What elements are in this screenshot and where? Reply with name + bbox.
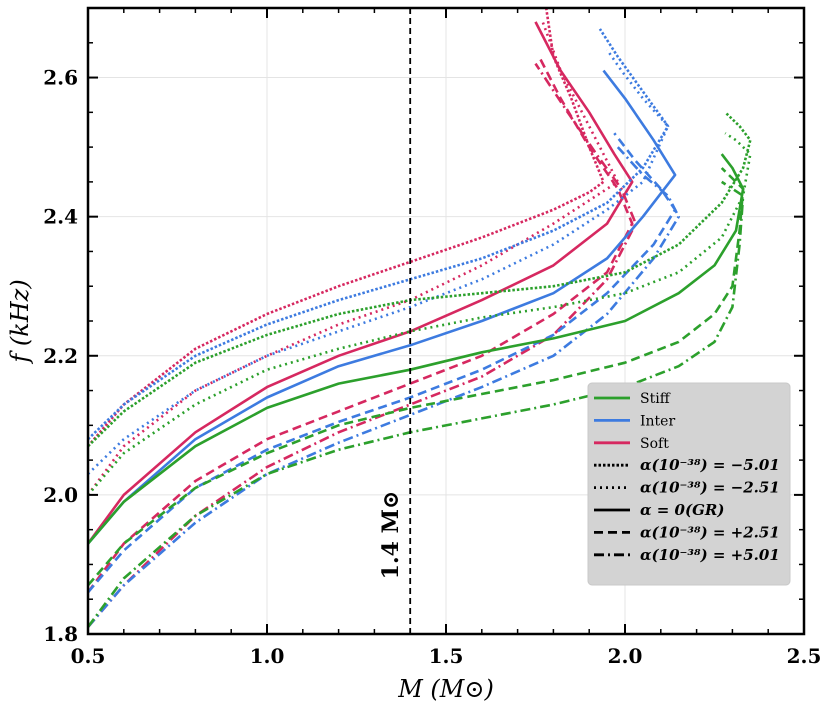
reference-line-label: 1.4 M⊙ xyxy=(378,491,404,580)
legend-box xyxy=(587,382,791,586)
legend-label-inter: Inter xyxy=(640,413,675,429)
x-tick-label: 1.0 xyxy=(250,644,285,668)
legend-label-stiff: Stiff xyxy=(640,391,671,407)
series-soft-alpha-0 xyxy=(88,21,634,545)
series-soft-alpha-m2_51 xyxy=(88,21,620,496)
series-inter-alpha-m5_01 xyxy=(88,28,670,441)
y-tick-label: 1.8 xyxy=(43,622,78,646)
series-soft-alpha-2_51 xyxy=(88,56,634,594)
series-soft-alpha-5_01 xyxy=(88,62,637,628)
legend-label-alpha: α(10⁻³⁸) = +5.01 xyxy=(640,546,780,564)
series-inter-alpha-0 xyxy=(88,69,677,545)
tick-labels: 0.5 1.0 1.5 2.0 2.5 1.8 2.0 2.2 2.4 2.6 xyxy=(43,66,821,668)
series-stiff-alpha-m5_01 xyxy=(88,111,752,448)
y-tick-label: 2.6 xyxy=(43,66,78,90)
series-group xyxy=(88,8,752,628)
legend-label-alpha: α(10⁻³⁸) = +2.51 xyxy=(640,523,780,541)
legend: Stiff Inter Soft α(10⁻³⁸) = −5.01 α(10⁻³⁸) =… xyxy=(587,382,791,586)
x-tick-label: 2.0 xyxy=(608,644,643,668)
axis-ticks xyxy=(87,7,805,635)
series-stiff-alpha-5_01 xyxy=(88,180,745,628)
legend-label-alpha: α(10⁻³⁸) = −5.01 xyxy=(640,456,780,474)
y-tick-label: 2.4 xyxy=(43,205,78,229)
legend-label-alpha: α(10⁻³⁸) = −2.51 xyxy=(640,479,780,497)
x-tick-label: 2.5 xyxy=(787,644,822,668)
x-axis-label: M (M⊙) xyxy=(397,675,494,703)
x-tick-label: 1.5 xyxy=(429,644,464,668)
y-axis-label: f (kHz) xyxy=(6,279,34,364)
series-soft-alpha-m5_01 xyxy=(88,8,605,448)
series-stiff-alpha-2_51 xyxy=(88,167,745,587)
legend-label-alpha: α = 0(GR) xyxy=(640,501,724,519)
series-inter-alpha-5_01 xyxy=(88,146,680,628)
legend-label-soft: Soft xyxy=(640,436,669,452)
x-tick-label: 0.5 xyxy=(71,644,106,668)
series-stiff-alpha-m2_51 xyxy=(88,132,752,496)
y-tick-label: 2.2 xyxy=(43,344,78,368)
y-tick-label: 2.0 xyxy=(43,483,78,507)
series-inter-alpha-m2_51 xyxy=(88,48,670,475)
